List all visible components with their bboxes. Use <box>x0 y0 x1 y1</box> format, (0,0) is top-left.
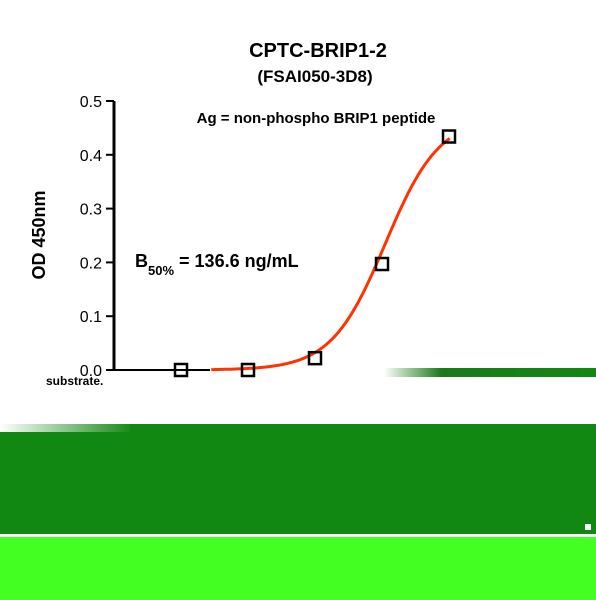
antigen-annotation: Ag = non-phospho BRIP1 peptide <box>197 110 436 127</box>
data-point-marker <box>240 362 256 378</box>
data-point-marker <box>441 129 457 144</box>
y-tick-label: 0.4 <box>80 148 102 165</box>
y-tick-label: 0.0 <box>80 363 102 380</box>
b50-value: = 136.6 ng/mL <box>174 251 299 271</box>
chart-subtitle: (FSAI050-3D8) <box>257 67 372 86</box>
chart-title: CPTC-BRIP1-2 <box>249 40 387 62</box>
y-tick-label: 0.3 <box>80 202 102 219</box>
dark-green-band-top <box>130 424 596 432</box>
b50-subscript: 50% <box>148 263 174 278</box>
data-point-marker <box>307 350 323 366</box>
data-point-marker <box>374 256 390 272</box>
green-strip <box>210 368 596 377</box>
caption: substrate. <box>46 374 103 388</box>
y-tick-label: 0.2 <box>80 255 102 272</box>
y-tick-label: 0.1 <box>80 309 102 326</box>
dark-green-band <box>0 430 596 534</box>
fit-curve <box>211 137 451 372</box>
bright-green-band <box>0 537 596 600</box>
edge-artifact <box>585 524 591 530</box>
b50-label: B50% = 136.6 ng/mL <box>135 251 299 278</box>
y-axis-label: OD 450nm <box>29 190 49 279</box>
dark-green-band-fade <box>0 424 130 432</box>
y-tick-label: 0.5 <box>80 94 102 111</box>
data-point-marker <box>173 362 189 378</box>
b50-base: B <box>135 251 148 271</box>
